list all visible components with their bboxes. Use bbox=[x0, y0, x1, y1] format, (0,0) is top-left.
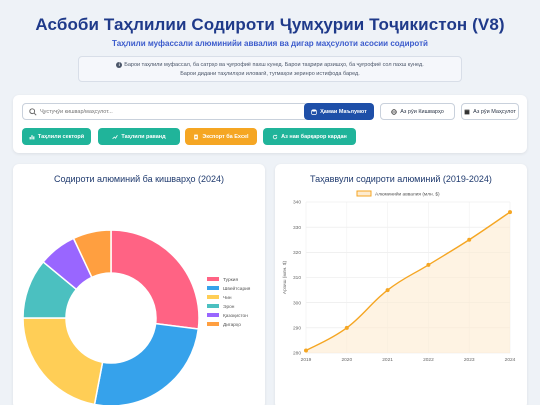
pie-slice bbox=[72, 229, 112, 279]
y-tick-label: 300 bbox=[293, 300, 301, 306]
pie-chart-card: Содироти алюминий ба кишварҳо (2024) Тур… bbox=[13, 164, 265, 405]
info-line-2: Барои дидани таҳлилҳои иловагӣ, тугмаҳои… bbox=[180, 71, 360, 77]
trend-analysis-label: Таҳлили раванд bbox=[121, 133, 166, 140]
x-tick-label: 2022 bbox=[423, 357, 434, 363]
y-tick-label: 290 bbox=[293, 326, 301, 332]
line-chart-card: Таҳаввули содироти алюминий (2019-2024) … bbox=[275, 164, 527, 405]
data-point bbox=[426, 262, 431, 267]
refresh-icon bbox=[273, 134, 278, 139]
x-tick-label: 2019 bbox=[301, 357, 312, 363]
search-input[interactable] bbox=[40, 106, 300, 117]
legend-label: Дигарҳо bbox=[223, 322, 241, 328]
legend-label: Туркия bbox=[223, 277, 238, 283]
y-tick-label: 320 bbox=[293, 250, 301, 256]
y-tick-label: 330 bbox=[293, 225, 301, 231]
globe-icon bbox=[391, 108, 397, 115]
data-point bbox=[467, 237, 472, 242]
search-box[interactable] bbox=[22, 103, 308, 120]
x-tick-label: 2020 bbox=[341, 357, 352, 363]
sector-analysis-label: Таҳлили секторӣ bbox=[37, 133, 85, 140]
legend-swatch bbox=[356, 190, 372, 197]
legend-label: Эрон bbox=[223, 304, 235, 310]
area-fill bbox=[306, 212, 510, 353]
legend-label: Алюминийи аввалия (млн. $) bbox=[375, 191, 440, 198]
y-tick-label: 340 bbox=[293, 200, 301, 206]
line-chart: Алюминийи аввалия (млн. $) 280 290 300 310 32… bbox=[282, 190, 516, 363]
export-excel-label: Экспорт ба Excel bbox=[202, 133, 249, 140]
page-subtitle: Таҳлили муфассали алюминийи аввалия ва д… bbox=[112, 39, 428, 48]
all-data-button[interactable]: Ҳамаи Маълумот bbox=[304, 103, 374, 120]
x-tick-label: 2024 bbox=[505, 357, 516, 363]
series-line bbox=[305, 211, 511, 352]
file-excel-icon bbox=[194, 134, 199, 139]
legend-swatch bbox=[207, 286, 219, 290]
info-icon: i bbox=[116, 61, 123, 68]
by-country-button[interactable]: Аз рӯи Кишварҳо bbox=[380, 103, 455, 120]
sector-analysis-button[interactable]: Таҳлили секторӣ bbox=[22, 128, 91, 145]
pie-chart-title: Содироти алюминий ба кишварҳо (2024) bbox=[53, 174, 225, 184]
trend-analysis-button[interactable]: Таҳлили раванд bbox=[98, 128, 180, 145]
legend-label: Қазоқистон bbox=[223, 313, 248, 319]
x-tick-label: 2023 bbox=[464, 357, 475, 363]
data-point bbox=[385, 288, 390, 293]
control-panel: Ҳамаи Маълумот Аз рӯи Кишварҳо Аз рӯи Ма… bbox=[13, 95, 527, 153]
y-tick-label: 280 bbox=[293, 351, 301, 357]
legend-label: Чин bbox=[223, 295, 232, 301]
box-icon bbox=[464, 109, 470, 114]
pie-slice bbox=[93, 322, 200, 405]
reset-button[interactable]: Аз нав барқарор кардан bbox=[263, 128, 356, 145]
line-chart-title: Таҳаввули содироти алюминий (2019-2024) bbox=[310, 174, 492, 184]
legend-swatch bbox=[207, 277, 219, 281]
page-title: Асбоби Таҳлилии Содироти Ҷумҳурии Тоҷики… bbox=[35, 15, 505, 34]
pie-slice bbox=[110, 229, 200, 330]
all-data-label: Ҳамаи Маълумот bbox=[320, 108, 367, 115]
legend-label: Швейтсария bbox=[223, 285, 251, 292]
legend-swatch bbox=[207, 304, 219, 308]
by-product-button[interactable]: Аз рӯи Маҳсулот bbox=[461, 103, 519, 120]
pie-slice bbox=[22, 317, 104, 405]
export-excel-button[interactable]: Экспорт ба Excel bbox=[185, 128, 257, 145]
pie-chart: Туркия Швейтсария Чин Эрон Қазоқистон Дигарҳо bbox=[22, 229, 251, 405]
trend-icon bbox=[112, 134, 119, 139]
info-box: i Барои таҳлили муфассал, ба сатрҳо ва ҷу… bbox=[78, 56, 462, 82]
database-icon bbox=[311, 108, 317, 115]
data-point bbox=[304, 348, 308, 353]
data-point bbox=[508, 210, 512, 215]
by-country-label: Аз рӯи Кишварҳо bbox=[400, 108, 444, 115]
y-tick-label: 310 bbox=[293, 275, 301, 281]
data-point bbox=[344, 325, 349, 330]
x-tick-label: 2021 bbox=[382, 357, 393, 363]
bar-chart-icon bbox=[29, 134, 35, 139]
legend-swatch bbox=[207, 295, 219, 299]
info-line-1: Барои таҳлили муфассал, ба сатрҳо ва ҷуғ… bbox=[124, 62, 424, 68]
y-axis-label: Арзиш (млн. $) bbox=[282, 261, 288, 295]
by-product-label: Аз рӯи Маҳсулот bbox=[473, 108, 516, 115]
reset-label: Аз нав барқарор кардан bbox=[281, 133, 347, 140]
legend-swatch bbox=[207, 313, 219, 317]
legend-swatch bbox=[207, 322, 219, 326]
search-icon bbox=[29, 108, 37, 116]
